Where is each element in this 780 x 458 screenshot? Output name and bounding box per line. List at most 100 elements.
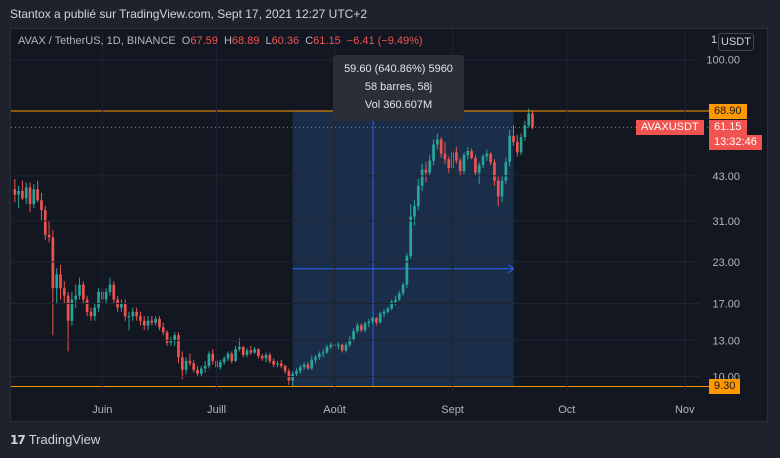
candle-body [382,311,386,314]
candle-body [131,311,135,317]
candle-body [474,157,477,173]
candle-body [165,332,169,343]
candle-body [519,137,523,153]
legend-close-value: 61.15 [313,35,341,47]
candle-body [127,316,131,318]
candle-body [371,317,374,322]
candle-body [500,180,504,197]
candle-body [409,216,413,257]
candle-body [378,313,382,323]
candle-body [527,113,531,126]
candle-body [416,185,420,207]
scale-one-label[interactable]: 1 [711,34,718,46]
candle-body [432,144,435,161]
candle-body [458,160,462,172]
candle-body [188,360,192,364]
candle-body [78,284,81,296]
y-tick-label: 13.00 [712,335,740,347]
author-line: Stantox a publié sur TradingView.com, Se… [10,7,367,21]
candle-body [363,323,367,331]
candle-body [257,349,260,357]
legend-change-value: −6.41 (−9.49%) [346,35,423,47]
candle-body [161,327,165,333]
candle-body [337,344,340,346]
legend-low-label: L [265,35,272,47]
measure-bars-text: 58 barres, 58j [364,81,433,93]
measure-arrow-head [508,264,515,274]
candle-body [43,210,47,235]
candle-body [508,135,512,163]
candle-body [390,301,393,309]
candle-body [260,356,264,359]
candle-body [272,360,275,365]
currency-unit-button[interactable]: USDT [718,33,754,51]
candle-body [169,340,173,343]
tradingview-brand[interactable]: 17 TradingView [10,432,100,447]
candle-body [211,353,215,361]
candle-body [36,189,39,201]
candle-body [481,156,485,166]
legend-low-value: 60.36 [271,35,300,47]
candle-body [447,159,451,169]
candle-body [108,284,112,292]
candle-body [493,162,496,181]
candle-body [85,299,89,312]
candle-body [120,303,123,308]
measure-change-text: 59.60 (640.86%) 5960 [344,63,453,75]
symbol-price-tag: AVAXUSDT [636,120,704,136]
candle-body [196,369,199,374]
candle-body [310,359,314,369]
candle-body [496,180,500,197]
y-tick-label: 100.00 [706,55,740,67]
measure-tooltip: 59.60 (640.86%) 5960 58 barres, 58j Vol … [333,55,464,121]
candle-body [477,165,481,173]
x-tick-label: Sept [441,404,464,416]
candle-body [123,303,127,317]
y-tick-label: 31.00 [712,216,740,228]
candle-body [397,293,401,300]
candle-body [28,187,32,205]
candle-body [17,191,20,195]
candle-body [264,354,268,359]
y-tick-label: 17.00 [712,298,740,310]
candle-body [436,139,439,145]
candle-body [291,373,295,381]
candle-body [367,321,371,324]
candle-body [81,284,85,300]
candle-body [135,311,138,317]
candle-body [428,160,432,173]
tradingview-logo-icon: 17 [10,432,26,447]
candle-body [234,349,237,361]
candle-body [325,346,329,353]
header-bar: Stantox a publié sur TradingView.com, Se… [0,0,780,28]
legend-open-label: O [181,35,191,47]
candle-body [375,317,378,323]
candle-body [298,367,302,372]
candle-body [394,299,397,302]
last-price-tag: 61.15 [709,120,747,136]
candle-body [287,371,291,381]
legend-high-label: H [223,35,232,47]
legend-high-value: 68.89 [231,35,260,47]
candle-body [230,353,234,361]
candle-body [295,371,298,374]
candle-body [74,295,78,300]
candle-body [420,169,424,186]
candle-body [21,191,24,199]
candle-body [93,307,97,317]
legend-symbol[interactable]: AVAX / TetherUS, 1D, BINANCE [18,35,176,47]
candle-body [253,349,256,353]
candle-body [352,331,355,340]
candle-body [531,113,534,128]
candle-body [512,135,515,142]
candle-body [318,353,321,358]
support-price-tag: 9.30 [709,379,741,395]
x-tick-label: Oct [558,404,575,416]
candle-body [515,141,519,153]
candle-body [306,364,310,369]
candle-body [24,187,28,199]
candle-body [192,363,196,370]
candle-body [523,125,527,138]
candle-body [329,344,333,347]
